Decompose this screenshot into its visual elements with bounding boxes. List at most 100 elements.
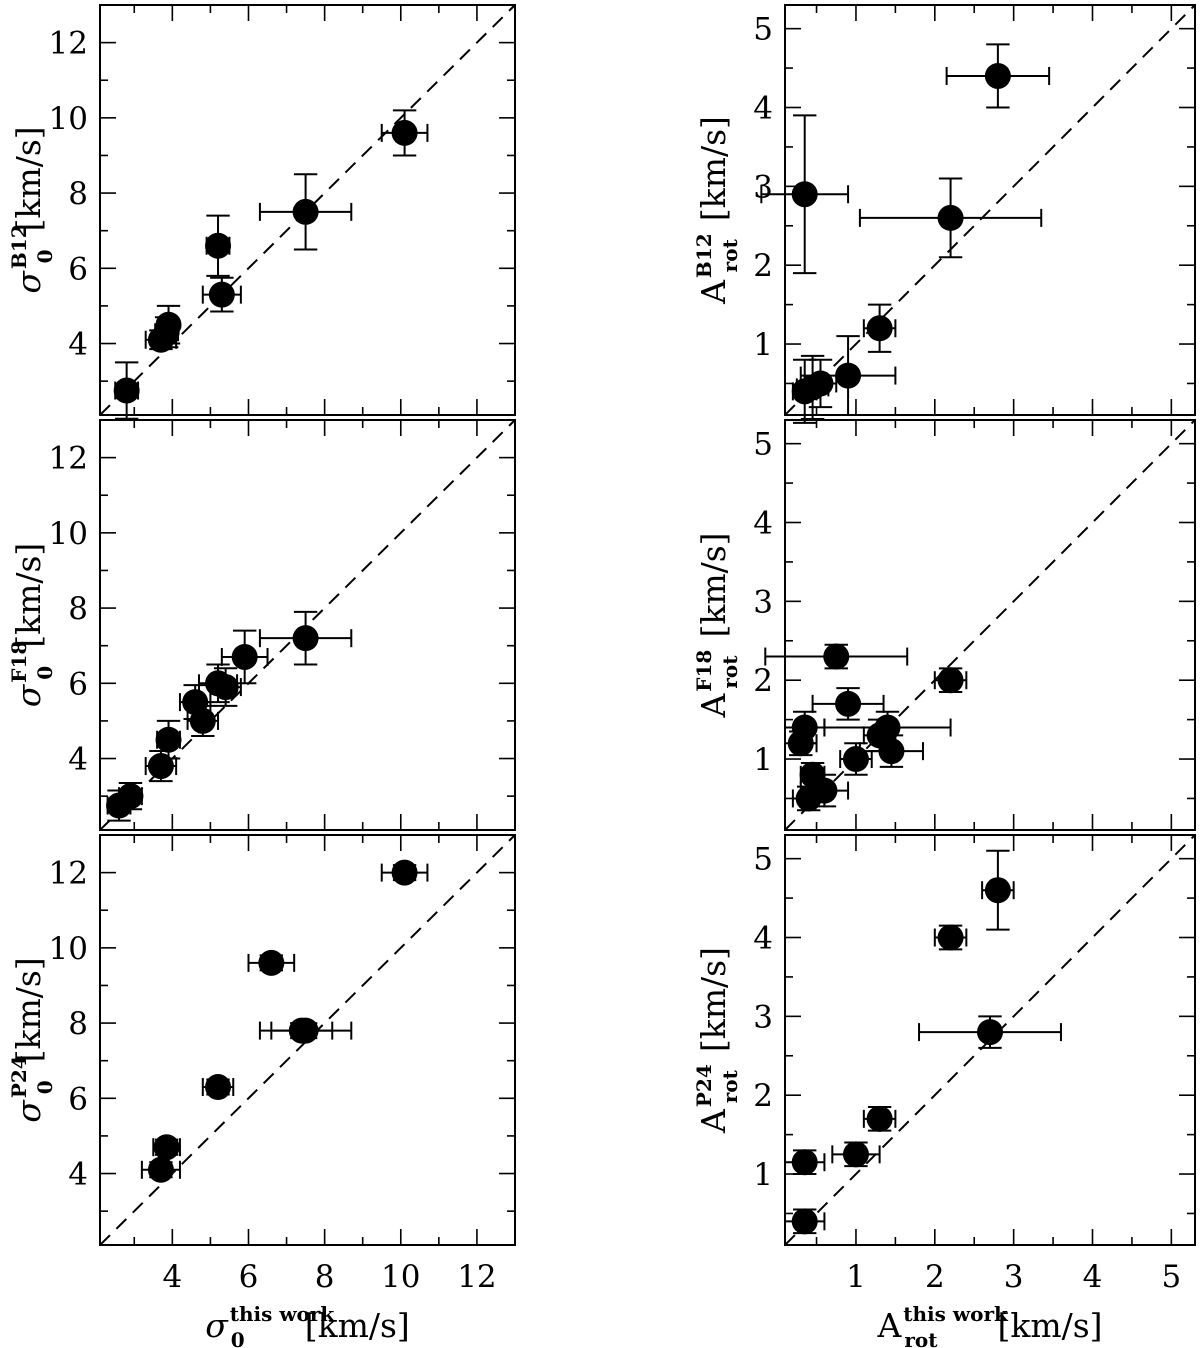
y-axis-label-unit: [km/s] — [9, 957, 48, 1062]
data-point-group — [764, 643, 909, 670]
data-point — [807, 370, 834, 397]
y-axis-label-symbol: σ — [9, 270, 48, 294]
data-point — [205, 1074, 232, 1101]
y-tick-label: 4 — [68, 742, 88, 778]
y-axis-label-superscript: B12 — [7, 224, 31, 269]
y-axis-label-unit: [km/s] — [694, 116, 733, 221]
x-tick-label: 3 — [1004, 1259, 1024, 1295]
data-point — [791, 1208, 818, 1235]
x-tick-label: 4 — [162, 1259, 182, 1295]
data-point-group — [799, 335, 897, 416]
data-point — [937, 924, 964, 951]
x-tick-label: 2 — [925, 1259, 945, 1295]
data-point — [791, 181, 818, 208]
y-axis-label-symbol: A — [694, 693, 733, 719]
plot-frame — [99, 834, 516, 1246]
data-point — [866, 315, 893, 342]
plot-frame — [784, 419, 1196, 831]
data-point-group — [858, 177, 1043, 259]
panel-sigma-f18: 4 6 8 10 12 σF18 0 [km/s] — [7, 419, 516, 831]
y-tick-label: 10 — [49, 101, 88, 137]
y-tick-label: 2 — [753, 663, 773, 699]
data-point — [984, 877, 1011, 904]
data-point-group — [945, 43, 1051, 109]
data-point — [155, 311, 182, 338]
y-tick-label: 6 — [68, 666, 88, 702]
y-tick-label: 2 — [753, 1078, 773, 1114]
plot-frame — [99, 4, 516, 416]
y-axis-label-unit: [km/s] — [9, 543, 48, 648]
data-point-group — [858, 734, 924, 768]
y-tick-label: 4 — [753, 506, 773, 542]
y-tick-label: 4 — [68, 327, 88, 363]
y-tick-label: 3 — [753, 999, 773, 1035]
y-tick-label: 3 — [753, 169, 773, 205]
data-point — [292, 198, 319, 225]
y-tick-label: 1 — [753, 1157, 773, 1193]
data-point-group — [220, 629, 269, 685]
data-point — [791, 714, 818, 741]
y-tick-label: 10 — [49, 931, 88, 967]
data-point-group — [258, 610, 353, 666]
data-point — [212, 674, 239, 701]
y-tick-label: 12 — [49, 856, 88, 892]
x-tick-label: 5 — [1161, 1259, 1181, 1295]
y-axis-label-symbol: σ — [9, 1099, 48, 1123]
data-point — [147, 1156, 174, 1183]
y-tick-label: 6 — [68, 251, 88, 287]
data-point-group — [178, 684, 212, 721]
data-point — [117, 783, 144, 810]
y-axis-label-subscript: 0 — [33, 249, 57, 263]
data-point-group — [140, 1156, 181, 1183]
y-tick-label: 5 — [753, 427, 773, 463]
panel-arot-f18: 1 2 3 4 5 AF18 rot [km/s] — [692, 419, 1196, 831]
y-tick-label: 5 — [753, 12, 773, 48]
x-axis-label-subscript: 0 — [231, 1328, 245, 1348]
data-point — [984, 62, 1011, 89]
panel-sigma-b12: 4 6 8 10 12 σB12 0 [km/s] — [7, 4, 516, 420]
data-point-group — [113, 361, 140, 420]
one-to-one-line — [784, 4, 1196, 416]
x-axis-label-superscript: this work — [903, 1302, 1009, 1326]
data-point — [147, 753, 174, 780]
x-axis-label-unit: [km/s] — [305, 1306, 410, 1345]
y-axis-label-superscript: F18 — [692, 650, 716, 692]
data-point-group — [380, 859, 429, 886]
x-tick-label: 1 — [846, 1259, 866, 1295]
y-axis-label-subscript: 0 — [33, 666, 57, 680]
x-axis-label: σ this work 0 [km/s] — [205, 1302, 410, 1348]
x-axis-label-symbol: σ — [205, 1306, 229, 1345]
x-axis-label-unit: [km/s] — [997, 1306, 1102, 1345]
data-point — [842, 746, 869, 773]
data-point-group — [155, 719, 182, 760]
data-point-group — [831, 1141, 881, 1168]
data-point-group — [811, 687, 885, 721]
plot-frame — [99, 419, 516, 831]
y-tick-label: 10 — [49, 516, 88, 552]
x-tick-label: 10 — [381, 1259, 420, 1295]
data-point — [153, 1134, 180, 1161]
y-tick-label: 8 — [68, 176, 88, 212]
y-tick-label: 8 — [68, 591, 88, 627]
data-point-group — [823, 710, 952, 745]
y-tick-label: 3 — [753, 584, 773, 620]
x-axis-label-symbol: A — [876, 1306, 902, 1345]
x-tick-label: 4 — [1083, 1259, 1103, 1295]
data-point-group — [258, 173, 353, 251]
y-tick-label: 1 — [753, 327, 773, 363]
data-point — [937, 204, 964, 231]
data-point-group — [981, 849, 1015, 931]
y-tick-label: 6 — [68, 1081, 88, 1117]
y-axis-label: AB12 rot [km/s] — [692, 116, 742, 305]
data-point — [874, 714, 901, 741]
data-point-group — [209, 667, 242, 707]
y-tick-label: 1 — [753, 742, 773, 778]
data-point-group — [201, 276, 242, 313]
data-point-group — [144, 750, 178, 783]
y-tick-label: 4 — [753, 921, 773, 957]
y-axis-label-superscript: F18 — [7, 641, 31, 683]
y-axis-label-subscript: rot — [718, 1069, 742, 1103]
data-point-group — [803, 358, 838, 409]
